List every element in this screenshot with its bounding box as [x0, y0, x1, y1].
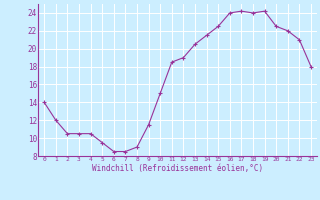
X-axis label: Windchill (Refroidissement éolien,°C): Windchill (Refroidissement éolien,°C)	[92, 164, 263, 173]
